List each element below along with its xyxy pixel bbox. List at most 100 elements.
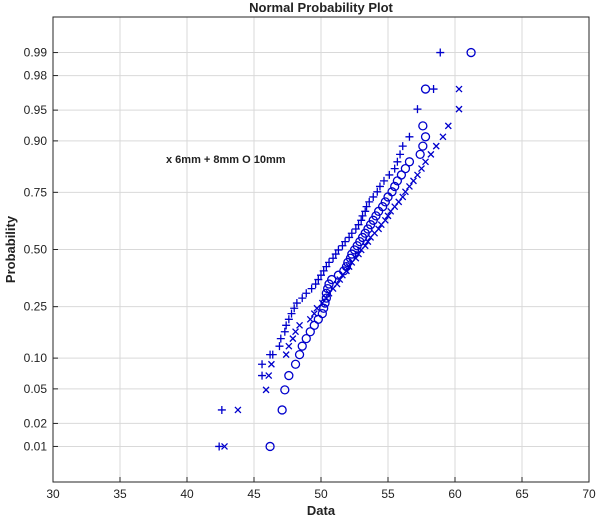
point-plus [302, 289, 311, 298]
point-plus [369, 192, 378, 201]
point-cross [439, 133, 447, 141]
point-cross [285, 342, 293, 350]
y-tick-label: 0.05 [24, 382, 48, 396]
point-circle [323, 283, 333, 294]
point-cross [444, 122, 452, 130]
point-cross [289, 335, 297, 343]
point-plus [280, 327, 289, 336]
point-plus [258, 360, 267, 369]
point-circle [418, 121, 428, 131]
point-circle [321, 288, 332, 298]
point-circle [400, 163, 411, 174]
point-cross [414, 171, 421, 179]
point-plus [361, 207, 370, 216]
y-axis-label: Probability [3, 215, 18, 283]
point-plus [365, 197, 374, 206]
point-plus [282, 321, 291, 330]
point-circle [420, 132, 431, 142]
x-tick-label: 65 [515, 487, 529, 501]
point-circle [301, 333, 311, 344]
point-plus [275, 342, 284, 351]
y-tick-label: 0.25 [24, 300, 48, 314]
point-cross [455, 85, 463, 93]
point-plus [373, 187, 382, 196]
point-circle [284, 370, 294, 381]
point-cross [401, 188, 409, 196]
y-tick-label: 0.98 [24, 69, 48, 83]
point-circle [277, 405, 287, 415]
point-circle [387, 187, 397, 197]
data-points [215, 47, 476, 452]
point-circle [265, 441, 275, 452]
point-circle [321, 293, 332, 303]
point-plus [385, 170, 394, 179]
point-plus [429, 85, 438, 94]
point-cross [405, 183, 413, 190]
point-cross [418, 165, 425, 173]
y-tick-label: 0.02 [24, 416, 48, 430]
point-plus [284, 315, 293, 324]
point-cross [221, 442, 228, 450]
point-cross [422, 158, 429, 166]
point-circle [466, 47, 476, 58]
point-plus [325, 258, 334, 267]
point-circle [327, 274, 337, 285]
series-plus [215, 48, 445, 451]
point-circle [341, 261, 352, 272]
x-axis-label: Data [307, 503, 336, 518]
point-plus [379, 176, 388, 185]
point-plus [258, 371, 267, 380]
point-circle [418, 141, 428, 151]
point-cross [292, 328, 299, 336]
point-circle [317, 308, 327, 319]
point-plus [268, 350, 277, 359]
point-cross [455, 105, 463, 113]
x-tick-label: 55 [381, 487, 395, 501]
point-circle [396, 170, 407, 180]
point-plus [307, 284, 316, 293]
point-plus [398, 142, 407, 151]
point-cross [399, 193, 407, 201]
point-plus [354, 220, 363, 229]
point-plus [311, 280, 320, 289]
point-cross [296, 321, 304, 329]
point-circle [415, 149, 425, 160]
point-plus [329, 254, 338, 263]
x-axis-ticks: 30 35 40 45 50 55 60 65 70 [46, 477, 596, 501]
series-circle [265, 47, 476, 452]
y-tick-label: 0.90 [24, 134, 48, 148]
point-plus [375, 182, 384, 191]
point-cross [265, 372, 273, 380]
point-plus [338, 241, 347, 250]
point-circle [345, 253, 356, 263]
point-plus [436, 48, 445, 57]
point-cross [262, 386, 270, 394]
y-tick-label: 0.75 [24, 185, 48, 199]
x-tick-label: 45 [247, 487, 261, 501]
x-tick-label: 50 [314, 487, 328, 501]
y-axis-ticks: 0.01 0.02 0.05 0.10 0.25 0.50 0.75 0.90 0.95 0.98… [24, 46, 58, 453]
y-tick-label: 0.01 [24, 439, 48, 453]
point-circle [280, 385, 290, 395]
point-plus [345, 233, 354, 242]
point-cross [234, 406, 242, 414]
point-cross [410, 177, 417, 185]
point-plus [276, 334, 285, 343]
point-circle [371, 211, 381, 221]
y-tick-label: 0.50 [24, 243, 48, 257]
point-plus [396, 150, 405, 159]
point-plus [292, 299, 301, 308]
point-circle [390, 181, 400, 192]
point-plus [362, 202, 371, 211]
point-plus [331, 250, 340, 259]
point-cross [381, 216, 389, 224]
point-plus [357, 216, 366, 225]
point-cross [355, 250, 362, 258]
point-plus [287, 309, 296, 318]
point-cross [427, 150, 435, 158]
x-tick-label: 60 [448, 487, 462, 501]
point-cross [313, 304, 321, 312]
x-tick-label: 70 [582, 487, 596, 501]
